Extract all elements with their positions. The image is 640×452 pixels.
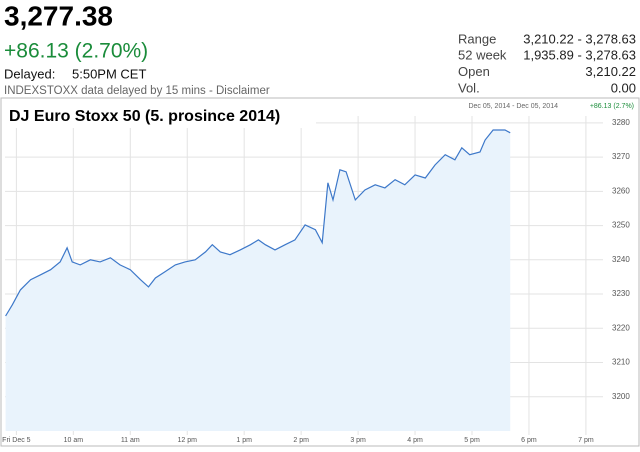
change: +86.13 (2.70%) — [4, 40, 148, 63]
x-tick-label: 11 am — [121, 437, 140, 444]
x-tick-label: 12 pm — [178, 437, 198, 444]
x-tick-label: 2 pm — [293, 437, 309, 444]
x-tick-label: 6 pm — [521, 437, 537, 444]
delayed-label: Delayed: — [4, 66, 55, 81]
y-tick-label: 3280 — [612, 118, 630, 127]
y-tick-label: 3220 — [612, 323, 630, 332]
x-tick-label: 7 pm — [578, 437, 594, 444]
y-tick-label: 3260 — [612, 186, 630, 195]
x-tick-label: 1 pm — [236, 437, 252, 444]
x-tick-label: 4 pm — [407, 437, 423, 444]
x-tick-label: 10 am — [64, 437, 84, 444]
disclaimer: INDEXSTOXX data delayed by 15 mins - Dis… — [4, 85, 270, 97]
stat-value: 1,935.89 - 3,278.63 — [523, 48, 636, 63]
stat-label: Vol. — [458, 80, 480, 95]
x-tick-label: 5 pm — [464, 437, 480, 444]
delayed-time: 5:50PM CET — [72, 66, 146, 81]
y-tick-label: 3270 — [612, 152, 630, 161]
title-box — [4, 106, 316, 128]
chart-title: DJ Euro Stoxx 50 (5. prosince 2014) — [9, 108, 280, 125]
stat-value: 0.00 — [611, 80, 636, 95]
y-tick-label: 3250 — [612, 221, 630, 230]
price: 3,277.38 — [4, 0, 113, 31]
stat-value: 3,210.22 - 3,278.63 — [523, 31, 636, 46]
date-range: Dec 05, 2014 - Dec 05, 2014 — [468, 103, 558, 110]
stat-value: 3,210.22 — [585, 64, 636, 79]
stat-label: Open — [458, 64, 490, 79]
area — [5, 130, 511, 431]
range-change: +86.13 (2.7%) — [590, 103, 634, 110]
x-tick-label: 3 pm — [350, 437, 366, 444]
stat-label: Range — [458, 31, 496, 46]
y-tick-label: 3210 — [612, 358, 630, 367]
chart-frame — [0, 97, 640, 447]
stat-label: 52 week — [458, 48, 507, 63]
y-tick-label: 3200 — [612, 392, 630, 401]
y-tick-label: 3230 — [612, 289, 630, 298]
y-tick-label: 3240 — [612, 255, 630, 264]
x-tick-label: Fri Dec 5 — [2, 437, 31, 444]
line — [5, 129, 511, 317]
